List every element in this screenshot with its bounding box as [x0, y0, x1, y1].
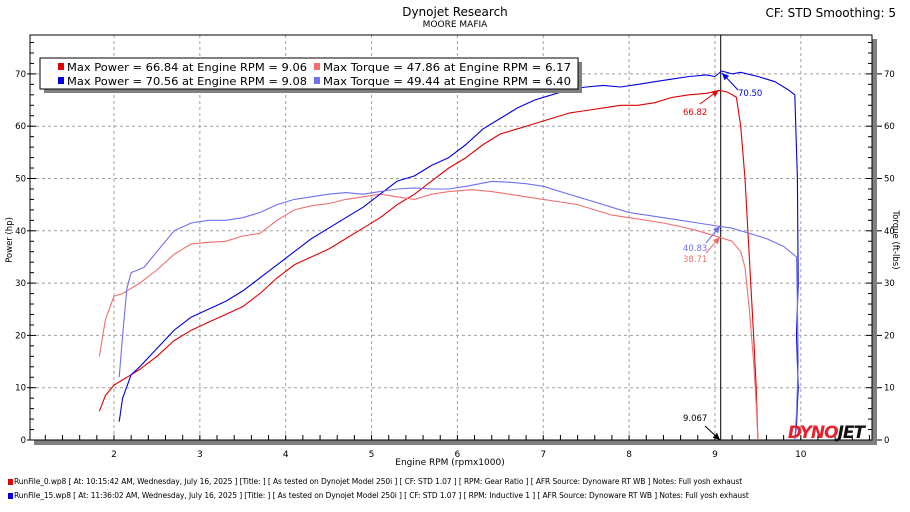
footer-run-1-text: RunFile_15.wp8 [ At: 11:36:02 AM, Wednes…	[14, 491, 749, 500]
y-left-tick-label: 40	[15, 227, 26, 237]
run-0-color-swatch	[8, 479, 13, 485]
y-left-tick-label: 60	[15, 122, 26, 132]
cursor-rpm-arrow-head	[712, 432, 720, 440]
x-tick-label: 6	[455, 450, 461, 460]
series-line-0	[98, 89, 759, 441]
legend: Max Power = 66.84 at Engine RPM = 9.06 Ma…	[39, 57, 582, 93]
x-tick-label: 9	[712, 450, 718, 460]
y-left-tick-label: 30	[15, 279, 26, 289]
axes: 2 3 4 5 6 7 8 9 10 Engine RPM (rpmx1000) 0 10 20 30 40…	[5, 42, 900, 468]
power-run0-arrow-head	[711, 90, 719, 97]
y-left-tick-label: 50	[15, 175, 26, 185]
torque-run1-label: 40.83	[683, 244, 707, 254]
power-run1-label: 70.50	[738, 89, 762, 99]
series-line-1	[98, 189, 759, 441]
logo-jet: JET	[835, 423, 867, 443]
legend-torque-label-1: Max Torque = 49.44 at Engine RPM = 6.40	[323, 76, 571, 88]
footer-run-0-text: RunFile_0.wp8 [ At: 10:15:42 AM, Wednesd…	[14, 477, 743, 486]
x-tick-label: 3	[197, 450, 203, 460]
y-left-tick-label: 10	[15, 384, 26, 394]
x-tick-label: 10	[795, 450, 807, 460]
legend-power-swatch-0	[58, 63, 64, 70]
frame-shadow-bottom	[34, 440, 876, 445]
run-1-color-swatch	[8, 493, 13, 499]
y-right-axis-label: Torque (ft-lbs)	[890, 209, 900, 269]
y-right-tick-label: 50	[884, 175, 895, 185]
dynojet-logo: DYNOJET	[788, 423, 868, 443]
torque-run0-label: 38.71	[683, 255, 707, 265]
x-tick-label: 4	[283, 450, 289, 460]
dynojet-logo-text: DYNOJET	[788, 423, 867, 443]
x-tick-label: 7	[540, 450, 546, 460]
legend-box	[39, 57, 579, 90]
y-right-tick-label: 30	[884, 279, 895, 289]
x-tick-label: 5	[369, 450, 375, 460]
chart-title: Dynojet Research	[402, 5, 508, 19]
legend-torque-swatch-0	[314, 63, 320, 70]
power-run0-label: 66.82	[683, 108, 707, 118]
y-left-tick-label: 20	[15, 331, 26, 341]
chart-subtitle: MOORE MAFIA	[422, 20, 488, 30]
y-right-tick-label: 10	[884, 384, 895, 394]
cf-smoothing-label: CF: STD Smoothing: 5	[765, 6, 896, 20]
torque-run0-arrow-head	[712, 237, 720, 245]
y-right-tick-label: 60	[884, 122, 895, 132]
plot-frame	[29, 34, 877, 445]
power-run1-arrow-head	[722, 73, 730, 81]
series-line-3	[118, 180, 799, 441]
cursor-rpm-label: 9.067	[683, 414, 707, 424]
legend-torque-swatch-1	[314, 77, 320, 84]
y-left-tick-label: 70	[15, 70, 26, 80]
footer-run-0: RunFile_0.wp8 [ At: 10:15:42 AM, Wednesd…	[8, 477, 742, 486]
legend-power-label-1: Max Power = 70.56 at Engine RPM = 9.08	[67, 76, 307, 88]
frame-shadow-right	[872, 39, 877, 445]
legend-power-swatch-1	[58, 77, 64, 84]
y-left-tick-label: 0	[21, 436, 26, 446]
series-lines	[98, 35, 799, 441]
legend-torque-label-0: Max Torque = 47.86 at Engine RPM = 6.17	[323, 62, 571, 74]
footer-run-1: RunFile_15.wp8 [ At: 11:36:02 AM, Wednes…	[8, 491, 749, 500]
series-line-2	[118, 70, 799, 441]
x-axis-label: Engine RPM (rpmx1000)	[395, 458, 504, 468]
legend-power-label-0: Max Power = 66.84 at Engine RPM = 9.06	[67, 62, 307, 74]
y-left-axis-label: Power (hp)	[5, 217, 15, 263]
y-right-tick-label: 40	[884, 227, 895, 237]
x-tick-label: 2	[111, 450, 117, 460]
torque-run1-arrow-head	[713, 226, 720, 234]
plot-border	[29, 34, 873, 441]
y-right-tick-label: 70	[884, 70, 895, 80]
x-tick-label: 8	[626, 450, 632, 460]
logo-dyno: DYNO	[788, 423, 838, 443]
y-right-tick-label: 0	[884, 436, 889, 446]
y-right-tick-label: 20	[884, 331, 895, 341]
